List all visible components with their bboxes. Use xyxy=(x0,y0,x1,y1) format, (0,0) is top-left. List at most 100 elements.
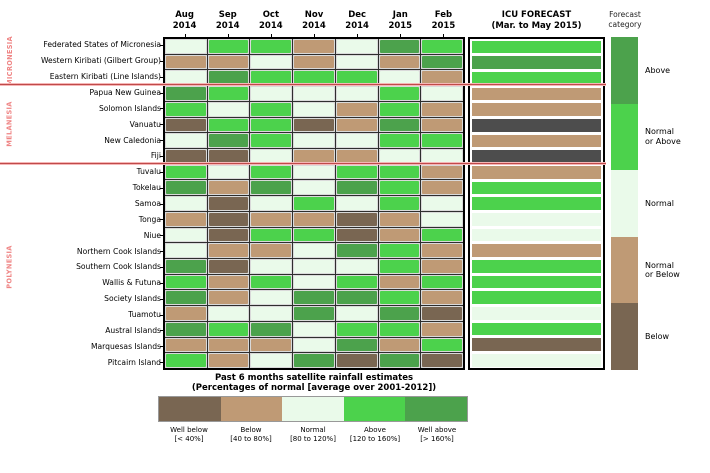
rainfall-cell xyxy=(378,306,421,321)
rainfall-cell xyxy=(207,211,250,227)
row-label: Pitcairn Island xyxy=(107,357,161,367)
rainfall-cell xyxy=(250,180,293,196)
rainfall-cell xyxy=(250,290,293,306)
y-axis-tick xyxy=(160,362,163,364)
rainfall-cell xyxy=(421,243,463,258)
y-axis-tick xyxy=(160,124,163,126)
rainfall-cell xyxy=(335,117,378,133)
rainfall-cell xyxy=(293,117,335,133)
y-axis-tick xyxy=(160,314,163,316)
icu-forecast-row xyxy=(470,337,603,353)
rainfall-cell xyxy=(421,321,463,337)
y-axis-tick xyxy=(160,92,163,94)
rainfall-cell xyxy=(421,274,463,290)
rainfall-cell xyxy=(207,164,250,180)
forecast-category-label: Normal or Above xyxy=(645,127,681,146)
rainfall-cell xyxy=(335,133,378,148)
icu-forecast-row xyxy=(470,305,603,321)
x-axis-tick xyxy=(184,34,186,37)
icu-forecast-header: ICU FORECAST (Mar. to May 2015) xyxy=(468,10,605,31)
legend-label: Below [40 to 80%] xyxy=(230,426,272,443)
rainfall-cell xyxy=(165,117,207,133)
y-axis-tick xyxy=(160,346,163,348)
rainfall-cell xyxy=(207,321,250,337)
rainfall-cell xyxy=(165,39,207,54)
y-axis-tick xyxy=(160,171,163,173)
icu-forecast-row xyxy=(470,274,603,290)
icu-forecast-row xyxy=(470,227,603,243)
row-label: Federated States of Micronesia xyxy=(43,40,161,50)
icu-forecast-row xyxy=(470,196,603,212)
y-axis-tick xyxy=(160,60,163,62)
forecast-category-label: Normal or Below xyxy=(645,260,680,280)
rainfall-cell xyxy=(250,227,293,243)
icu-forecast-bar xyxy=(472,259,601,273)
icu-forecast-row xyxy=(470,117,603,133)
rainfall-cell xyxy=(378,117,421,133)
rainfall-cell xyxy=(165,164,207,180)
rainfall-cell xyxy=(165,211,207,227)
icu-header-line1: ICU FORECAST xyxy=(501,10,572,20)
rainfall-cell xyxy=(378,196,421,211)
region-label-polynesia: POLYNESIA xyxy=(2,164,17,370)
icu-forecast-bar xyxy=(472,71,601,85)
icu-forecast-bar xyxy=(472,338,601,351)
x-axis-tick xyxy=(227,34,229,37)
rainfall-cell xyxy=(250,70,293,86)
icu-forecast-bar xyxy=(472,87,601,101)
row-label: Austral Islands xyxy=(105,325,161,335)
rainfall-cell xyxy=(165,306,207,321)
rainfall-cell xyxy=(207,196,250,211)
caption-line1: Past 6 months satellite rainfall estimat… xyxy=(214,373,414,383)
rainfall-cell xyxy=(421,54,463,70)
rainfall-cell xyxy=(293,353,335,368)
row-label: Tuamotu xyxy=(128,310,161,320)
forecast-header-line2: category xyxy=(608,20,642,29)
icu-forecast-bar xyxy=(472,212,601,226)
icu-forecast-row xyxy=(470,243,603,259)
region-label-melanesia: MELANESIA xyxy=(2,85,17,164)
rainfall-cell xyxy=(421,290,463,306)
rainfall-cell xyxy=(421,196,463,211)
row-label: Samoa xyxy=(134,199,161,209)
rainfall-cell xyxy=(165,70,207,86)
forecast-category-block xyxy=(611,236,638,304)
rainfall-cell xyxy=(421,180,463,196)
rainfall-cell xyxy=(293,70,335,86)
rainfall-cell xyxy=(335,149,378,164)
row-label: Niue xyxy=(143,230,161,240)
rainfall-cell xyxy=(335,321,378,337)
icu-forecast-bar xyxy=(472,150,601,163)
y-axis-tick xyxy=(160,330,163,332)
region-label-text: MELANESIA xyxy=(5,101,14,147)
rainfall-cell xyxy=(250,196,293,211)
rainfall-cell xyxy=(335,290,378,306)
rainfall-cell xyxy=(378,86,421,101)
icu-forecast-row xyxy=(470,352,603,368)
rainfall-cell xyxy=(165,259,207,274)
rainfall-cell xyxy=(250,337,293,353)
icu-forecast-bar xyxy=(472,197,601,210)
row-label: Papua New Guinea xyxy=(89,88,161,97)
icu-forecast-row xyxy=(470,164,603,180)
x-axis-tick xyxy=(270,34,272,37)
legend-label: Well above [> 160%] xyxy=(417,426,457,443)
island-row-labels: Federated States of Micronesia Western Ki… xyxy=(20,37,161,370)
rainfall-cell xyxy=(250,117,293,133)
y-axis-tick xyxy=(160,298,163,300)
rainfall-cell xyxy=(378,149,421,164)
rainfall-cell xyxy=(378,259,421,274)
forecast-category-label: Above xyxy=(645,65,671,75)
rainfall-cell xyxy=(378,101,421,117)
icu-forecast-bar xyxy=(472,181,601,195)
row-label: Tuvalu xyxy=(136,167,161,177)
rainfall-cell xyxy=(165,321,207,337)
x-axis-tick xyxy=(357,34,359,37)
icu-forecast-bar xyxy=(472,228,601,242)
row-label: Tonga xyxy=(138,214,161,224)
legend-label: Normal [80 to 120%] xyxy=(290,426,336,443)
rainfall-cell xyxy=(421,101,463,117)
rainfall-cell xyxy=(335,39,378,54)
rainfall-cell xyxy=(250,353,293,368)
rainfall-cell xyxy=(250,211,293,227)
